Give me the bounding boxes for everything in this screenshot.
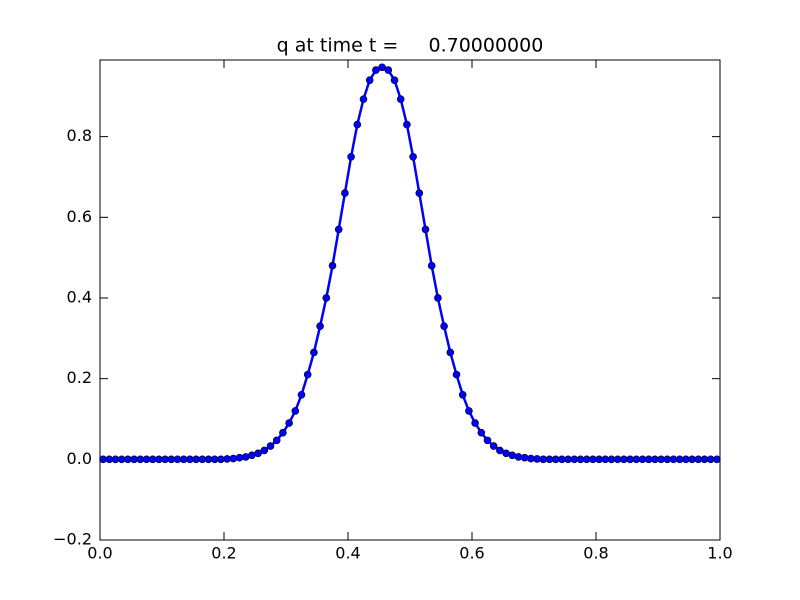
point [415,189,424,197]
point [514,453,523,461]
point [353,120,362,129]
point [434,294,442,302]
x-tick-label: 0.6 [459,544,484,563]
point [322,294,331,302]
point [279,428,287,437]
point [421,225,430,234]
point [713,455,721,464]
point [403,120,411,129]
x-tick-label: 0.0 [87,544,112,563]
y-tick-label: 0.8 [67,126,92,145]
point [254,449,262,458]
point [359,95,368,103]
point [316,322,324,331]
x-tick-label: 1.0 [707,544,732,563]
point [440,322,448,331]
y-tick-label: 0.2 [67,368,92,387]
point [235,453,244,462]
chart-title: q at time t = 0.70000000 [277,35,544,57]
point [520,453,529,462]
x-tick-label: 0.4 [335,544,360,563]
point [378,63,386,72]
point [266,442,275,450]
x-tick-label: 0.2 [211,544,236,563]
point [372,66,380,74]
point [334,225,343,234]
point [341,189,349,197]
y-tick-label: 0.4 [67,287,92,306]
point [496,446,504,455]
point [409,153,417,161]
y-tick-label: −0.2 [53,530,92,549]
y-tick-label: 0.6 [67,207,92,226]
point [241,453,250,461]
point [347,153,355,161]
point [452,370,461,379]
x-tick-label: 0.8 [583,544,608,563]
point [458,390,467,399]
point [384,66,393,74]
point [471,419,479,427]
point [229,454,238,463]
point [465,407,473,415]
point [396,95,405,103]
point [365,76,374,84]
point [303,370,312,379]
point [285,419,293,427]
point [427,261,436,270]
point [291,407,300,415]
point [390,76,399,84]
point [446,348,455,357]
point [260,446,269,455]
point [328,261,337,270]
point [489,442,498,450]
y-tick-label: 0.0 [67,449,92,468]
plot-frame [99,59,721,541]
point [310,348,318,357]
point [508,451,517,460]
point [477,428,486,437]
point [297,390,306,399]
point [483,436,492,445]
point [272,436,281,445]
